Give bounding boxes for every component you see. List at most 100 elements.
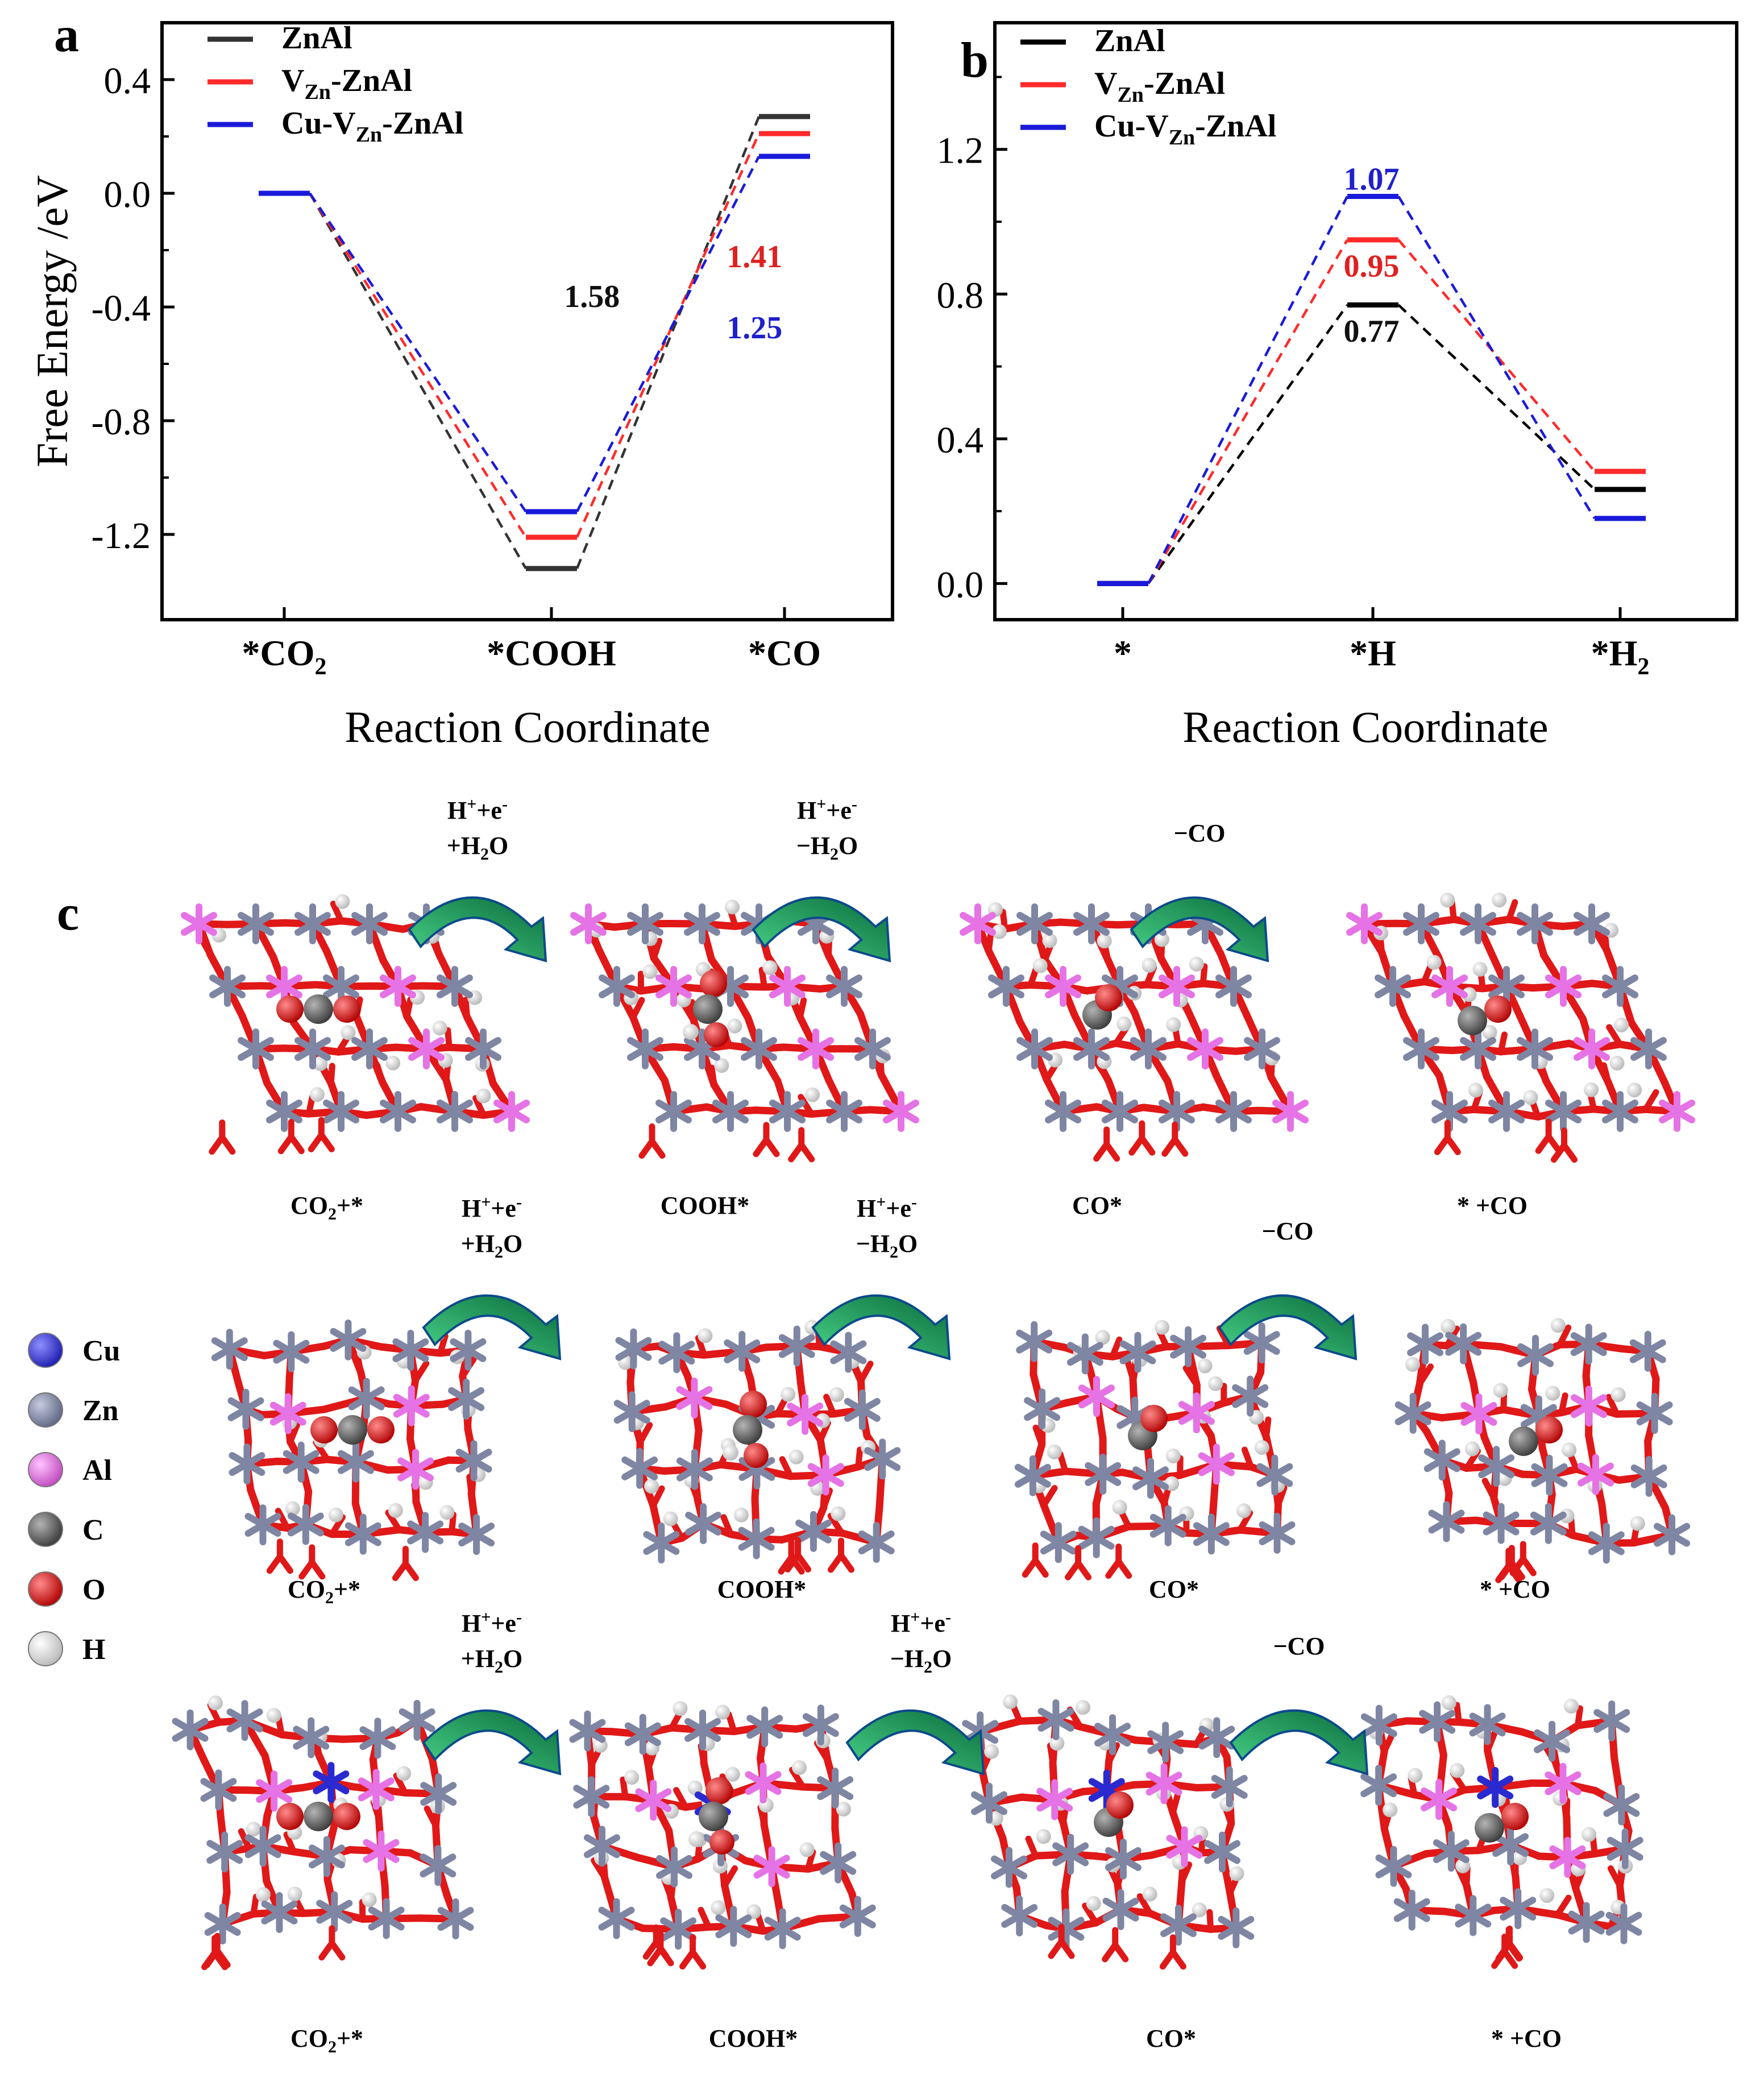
bond xyxy=(412,1360,430,1384)
atom-h xyxy=(725,1766,740,1782)
bond xyxy=(699,912,720,927)
bond xyxy=(452,1907,474,1923)
bond xyxy=(395,974,416,990)
atom-c xyxy=(304,1802,333,1831)
atom-h xyxy=(1627,1082,1642,1098)
bond xyxy=(327,1063,335,1086)
bond xyxy=(1375,1773,1397,1789)
bond xyxy=(720,1514,734,1538)
bond xyxy=(338,1100,359,1115)
bond xyxy=(1178,1861,1193,1885)
bond xyxy=(585,912,607,927)
atom-c xyxy=(693,994,723,1024)
chart-a-annotation: 1.41 xyxy=(727,239,782,275)
bond xyxy=(363,1386,385,1402)
atom-h xyxy=(1003,1694,1018,1710)
bond xyxy=(297,1450,319,1466)
bond xyxy=(480,1037,501,1052)
bond xyxy=(779,1917,801,1932)
atom-h xyxy=(688,1831,704,1847)
step-label-1-line2: +H2O xyxy=(461,1230,523,1262)
atom-h xyxy=(1408,1768,1423,1783)
bond xyxy=(374,1062,386,1086)
state-label-3: CO* xyxy=(1149,1575,1199,1603)
bond xyxy=(354,1351,364,1375)
atom-h xyxy=(1468,1082,1483,1098)
chart-a-frame xyxy=(160,21,894,621)
bond xyxy=(412,1457,434,1473)
panel-label-a: a xyxy=(54,7,79,63)
atom-h xyxy=(1550,1318,1566,1333)
bond xyxy=(1389,974,1411,990)
chart-a-ytick-label: -1.2 xyxy=(92,515,151,557)
chart-b-x-axis: * *H *H2 xyxy=(1114,607,1649,680)
bond xyxy=(1588,912,1610,927)
bond xyxy=(832,1776,854,1792)
chart-a-xtick-label: *CO xyxy=(748,633,821,673)
bond xyxy=(377,1839,400,1855)
bond xyxy=(675,1917,697,1933)
bond xyxy=(1185,1334,1207,1350)
bond xyxy=(276,1901,298,1917)
bond xyxy=(1241,1446,1254,1470)
bond xyxy=(796,997,807,1021)
bond xyxy=(1605,1393,1620,1417)
step-label-2-line2: −H2O xyxy=(796,832,858,864)
atom-h xyxy=(1562,1442,1577,1458)
bond xyxy=(372,1777,395,1793)
step-label-2: H++e- xyxy=(857,1193,917,1222)
step-label-3: −CO xyxy=(1173,819,1225,847)
bond xyxy=(1493,1454,1515,1470)
bond xyxy=(1031,1329,1053,1345)
bond xyxy=(1016,1903,1038,1919)
structure-row2-3 xyxy=(1014,1318,1296,1581)
atom-h xyxy=(644,1479,659,1494)
bond xyxy=(422,1520,444,1536)
atom-h xyxy=(328,1507,343,1523)
bond xyxy=(700,1511,722,1527)
bond xyxy=(658,1810,673,1834)
chart-b-connector-2 xyxy=(1147,196,1349,584)
atom-o xyxy=(333,995,360,1023)
atom-h xyxy=(1441,1695,1456,1710)
chart-b-legend-label: VZn-ZnAl xyxy=(1094,66,1225,107)
bond xyxy=(252,1037,274,1052)
bond xyxy=(1116,1100,1138,1115)
bond xyxy=(898,1100,919,1115)
bond xyxy=(727,974,749,990)
bond xyxy=(1052,1708,1074,1724)
bond xyxy=(259,1513,281,1529)
state-label-1: CO2+* xyxy=(288,1575,360,1607)
atom-o xyxy=(310,1416,338,1443)
step-label-3: −CO xyxy=(1261,1217,1313,1245)
bond xyxy=(1006,1855,1028,1871)
state-label-2: COOH* xyxy=(709,2025,798,2052)
atom-legend-zn-icon xyxy=(28,1392,63,1428)
bond xyxy=(1082,1902,1099,1926)
bond xyxy=(308,1725,330,1741)
atom-h xyxy=(1464,1441,1480,1457)
panel-label-b: b xyxy=(961,33,989,88)
bond xyxy=(1592,1462,1614,1478)
state-label-2: COOH* xyxy=(717,1575,806,1603)
bond xyxy=(1492,1776,1514,1791)
bond xyxy=(473,1523,495,1538)
bond xyxy=(1361,912,1383,927)
atom-h xyxy=(1032,958,1048,973)
atom-h xyxy=(1166,1017,1181,1032)
chart-a-ytick-label: -0.4 xyxy=(92,288,151,329)
bond xyxy=(613,974,635,990)
bond xyxy=(1202,1037,1223,1052)
atom-h xyxy=(1236,1503,1251,1519)
bond xyxy=(1051,1787,1073,1803)
bond xyxy=(986,1791,1007,1807)
bond xyxy=(1554,1894,1572,1918)
bond xyxy=(1136,1893,1153,1917)
atom-h xyxy=(341,1025,356,1040)
bond xyxy=(812,1037,834,1052)
bond xyxy=(241,1708,263,1724)
bond xyxy=(827,1512,845,1536)
bond xyxy=(1174,1913,1197,1929)
bond xyxy=(784,974,806,990)
bond xyxy=(1057,1451,1069,1475)
